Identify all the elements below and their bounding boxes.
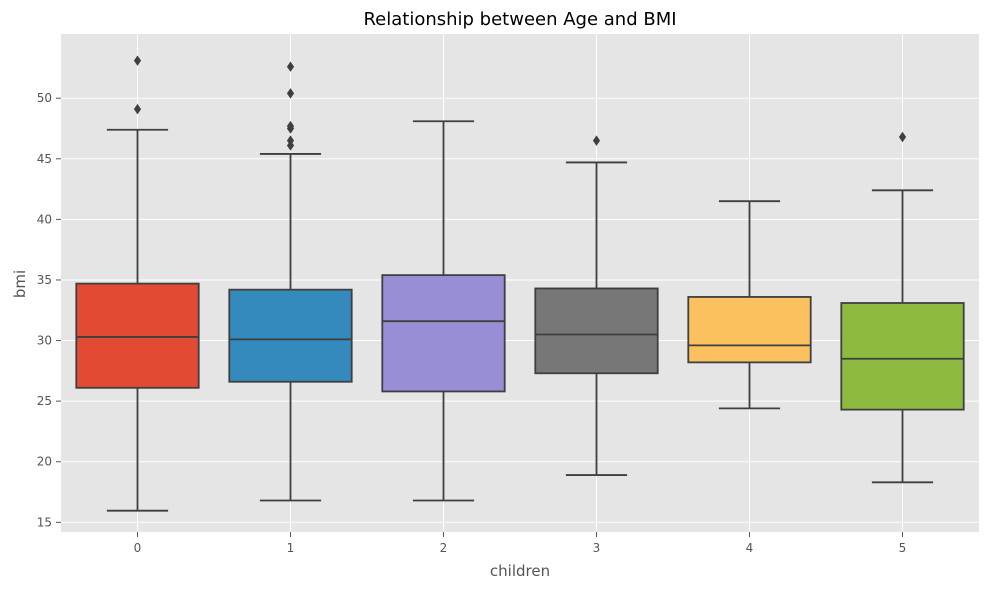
outlier-point: [133, 103, 142, 115]
outlier-point: [592, 135, 601, 146]
box-iqr: [840, 302, 965, 411]
y-tick-label: 35: [37, 273, 52, 287]
x-tick-label: 4: [746, 541, 754, 555]
x-tick-label: 0: [134, 541, 142, 555]
box-iqr: [534, 287, 659, 375]
outlier-point: [286, 135, 295, 146]
y-tick-label: 20: [37, 455, 52, 469]
outlier-point: [133, 55, 142, 66]
box-iqr: [228, 288, 353, 383]
x-tick-label: 5: [899, 541, 907, 555]
y-axis-ticks: 15 20 25 30 35 40 45 50: [37, 91, 61, 529]
box-group-2: [381, 120, 506, 502]
outlier-point: [286, 120, 295, 132]
outlier-point: [286, 61, 295, 72]
chart-title: Relationship between Age and BMI: [363, 9, 676, 30]
box-series: [75, 55, 965, 512]
box-group-4: [687, 200, 812, 410]
x-axis-ticks: 0 1 2 3 4 5: [134, 532, 907, 555]
y-tick-label: 15: [37, 515, 52, 529]
y-tick-label: 50: [37, 91, 52, 105]
x-tick-label: 2: [440, 541, 448, 555]
box-group-5: [840, 131, 965, 484]
y-tick-label: 25: [37, 394, 52, 408]
box-group-0: [75, 55, 200, 512]
y-axis-title: bmi: [11, 270, 29, 298]
box-iqr: [75, 282, 200, 389]
x-tick-label: 3: [593, 541, 601, 555]
box-group-3: [534, 135, 659, 476]
y-tick-label: 40: [37, 212, 52, 226]
y-tick-label: 30: [37, 334, 52, 348]
x-tick-label: 1: [287, 541, 295, 555]
x-axis-title: children: [490, 562, 550, 580]
outlier-point: [286, 88, 295, 99]
plot-background: [61, 34, 979, 532]
box-group-1: [228, 61, 353, 502]
y-tick-label: 45: [37, 152, 52, 166]
box-iqr: [687, 296, 812, 364]
box-iqr: [381, 274, 506, 393]
outlier-point: [898, 131, 907, 143]
